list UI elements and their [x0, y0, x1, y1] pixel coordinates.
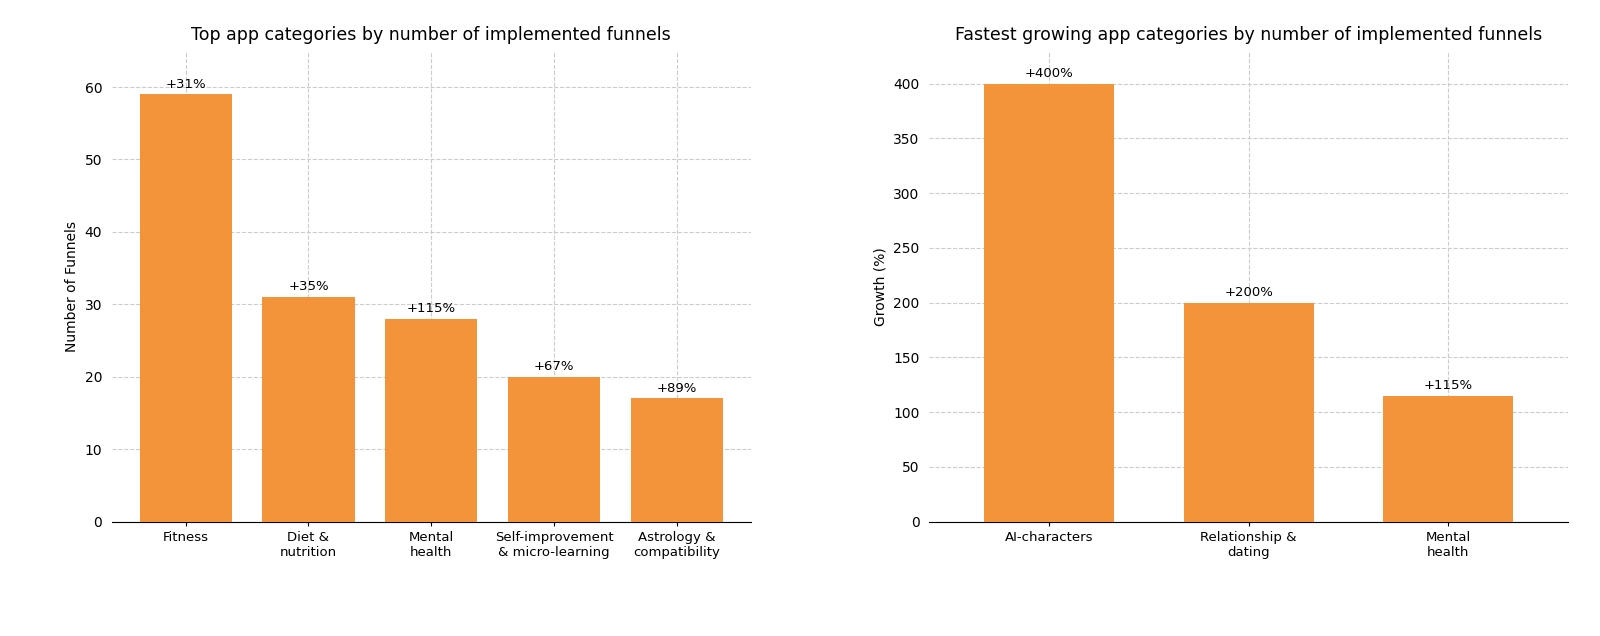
Text: +89%: +89% — [656, 382, 698, 395]
Text: +67%: +67% — [534, 360, 574, 373]
Text: +400%: +400% — [1024, 67, 1074, 80]
Title: Fastest growing app categories by number of implemented funnels: Fastest growing app categories by number… — [955, 26, 1542, 44]
Text: +115%: +115% — [1424, 379, 1474, 392]
Text: +31%: +31% — [165, 78, 206, 91]
Title: Top app categories by number of implemented funnels: Top app categories by number of implemen… — [192, 26, 670, 44]
Text: +35%: +35% — [288, 280, 330, 293]
Bar — [386, 319, 477, 522]
Y-axis label: Number of Funnels: Number of Funnels — [66, 221, 78, 352]
Bar — [262, 297, 355, 522]
Y-axis label: Growth (%): Growth (%) — [874, 247, 888, 326]
Bar — [139, 94, 232, 522]
Bar — [509, 377, 600, 522]
Text: +115%: +115% — [406, 302, 456, 315]
Bar — [1184, 303, 1314, 522]
Bar — [1384, 396, 1514, 522]
Text: +200%: +200% — [1224, 286, 1274, 300]
Bar — [984, 84, 1114, 522]
Bar — [630, 398, 723, 522]
